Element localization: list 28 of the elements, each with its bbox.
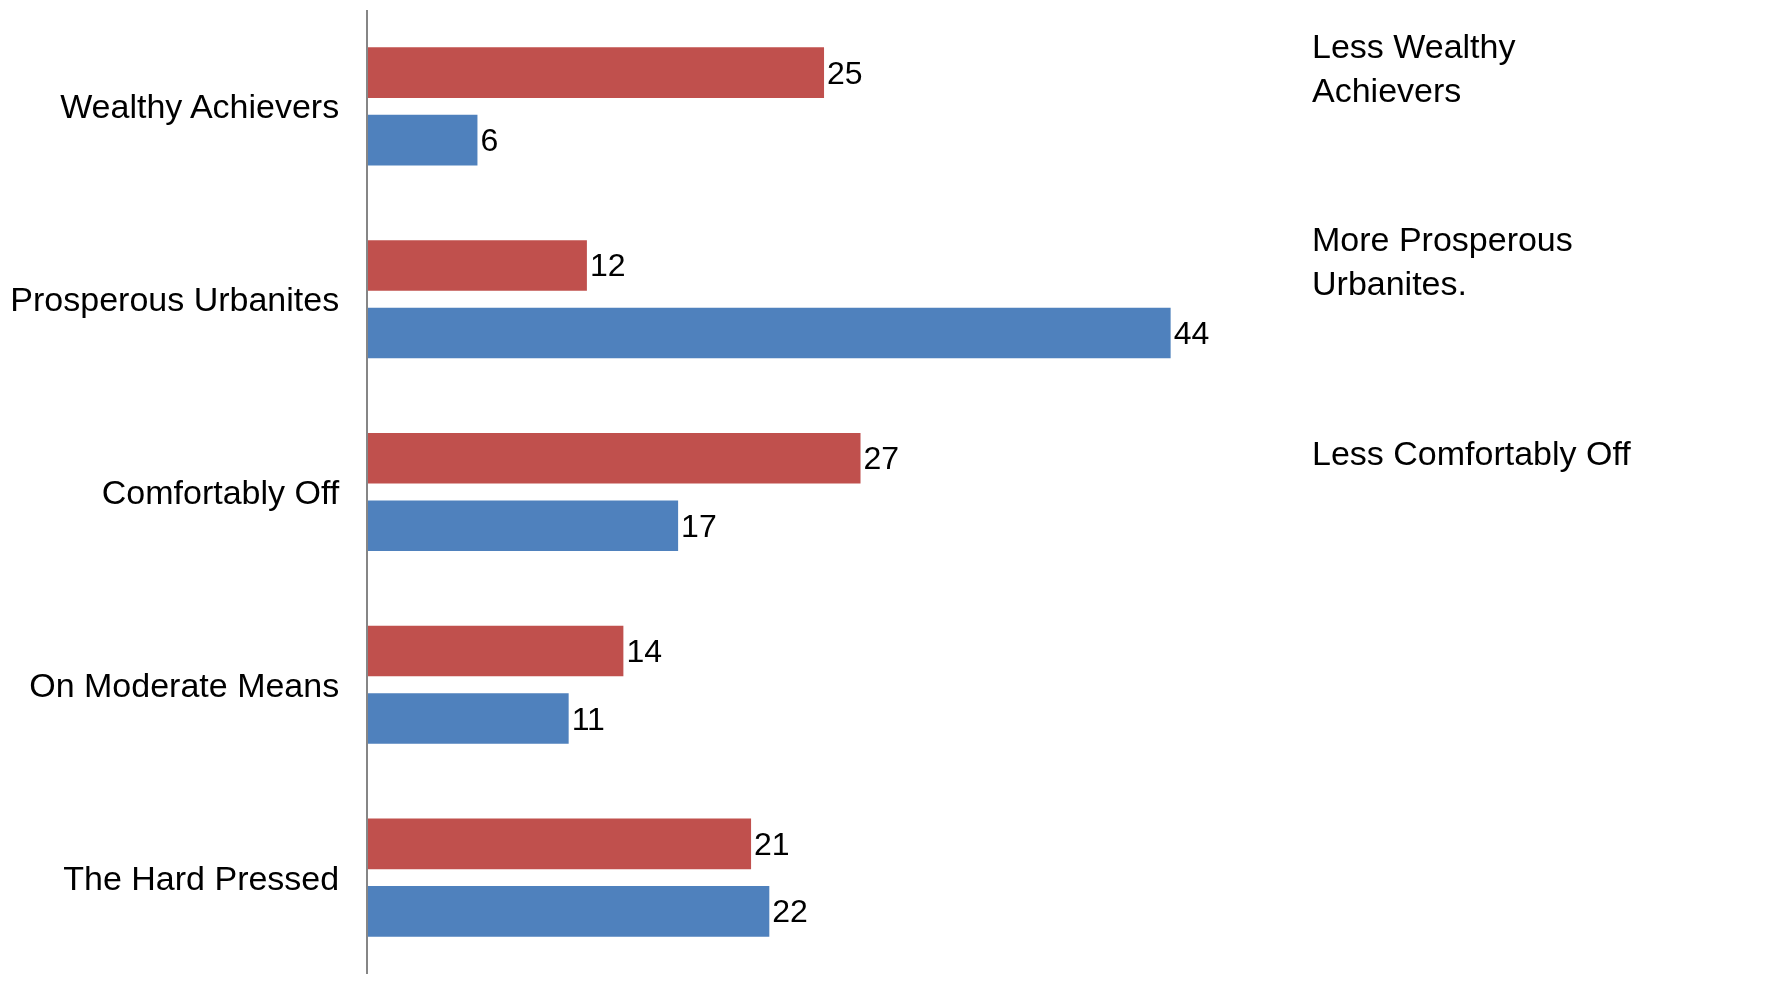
bar: [368, 500, 679, 552]
y-tick-label: Comfortably Off: [101, 472, 340, 511]
bar: [368, 114, 478, 166]
bar: [368, 307, 1171, 359]
y-tick-label: Wealthy Achievers: [60, 87, 340, 126]
data-label: 44: [1173, 314, 1210, 351]
bar: [368, 47, 825, 98]
data-label: 14: [626, 633, 662, 670]
y-tick-label: On Moderate Means: [29, 665, 340, 704]
bar: [368, 693, 569, 744]
bar: [368, 625, 624, 677]
bar: [368, 240, 587, 291]
bar: [368, 886, 770, 937]
data-label: 12: [589, 247, 626, 284]
text: Less Wealthy Achievers: [1312, 27, 1516, 110]
data-label: 6: [480, 122, 499, 159]
y-tick-label: Prosperous Urbanites: [10, 280, 340, 319]
data-label: 11: [571, 700, 605, 737]
data-label: 27: [863, 440, 900, 477]
bar: [368, 818, 752, 870]
text: More Prosperous Urbanites.: [1312, 220, 1573, 303]
text: Less Comfortably Off: [1312, 434, 1632, 472]
bar: [368, 432, 861, 484]
data-label: 25: [827, 54, 863, 91]
data-label: 21: [754, 825, 790, 862]
y-tick-label: The Hard Pressed: [63, 858, 340, 897]
data-label: 22: [772, 893, 808, 930]
data-label: 17: [681, 507, 717, 544]
